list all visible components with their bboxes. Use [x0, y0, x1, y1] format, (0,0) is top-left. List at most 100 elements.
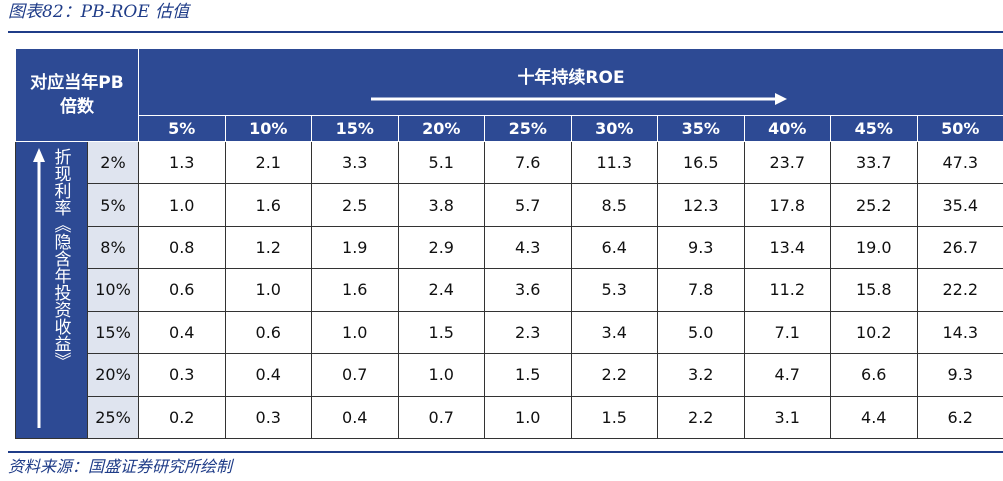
value-cell: 47.3 — [916, 140, 1003, 185]
value-cell: 12.3 — [657, 183, 745, 227]
value-cell: 0.4 — [224, 353, 312, 397]
value-cell: 4.7 — [743, 353, 831, 397]
row-header: 15% — [87, 310, 139, 355]
value-cell: 3.4 — [570, 310, 658, 355]
data-row: 20% 0.3 0.4 0.7 1.0 1.5 2.2 3.2 4.7 6.6 9.3 — [16, 353, 1003, 397]
value-cell: 2.5 — [311, 183, 399, 227]
value-cell: 33.7 — [830, 140, 918, 185]
value-cell: 2.1 — [224, 140, 312, 185]
source-note: 资料来源：国盛证券研究所绘制 — [8, 457, 233, 476]
value-cell: 1.0 — [138, 183, 226, 227]
data-row: 折现利率︽隐含年投资收益︾ 2% 1.3 2.1 3.3 5.1 7.6 11.3 16.5 23… — [15, 140, 1003, 439]
value-cell: 5.3 — [570, 268, 658, 312]
value-cell: 0.7 — [311, 353, 399, 397]
up-arrow — [32, 148, 45, 428]
value-cell: 0.4 — [138, 310, 226, 355]
value-cell: 5.1 — [397, 140, 485, 185]
row-group-wrap: 折现利率︽隐含年投资收益︾ — [16, 142, 87, 438]
row-header: 20% — [87, 353, 139, 397]
value-cell: 2.3 — [484, 310, 572, 355]
value-cell: 35.4 — [916, 183, 1003, 227]
value-cell: 1.5 — [397, 310, 485, 355]
row-header: 10% — [87, 268, 139, 312]
value-cell: 3.2 — [657, 353, 745, 397]
value-cell: 0.3 — [138, 353, 226, 397]
value-cell: 11.2 — [743, 268, 831, 312]
value-cell: 1.9 — [311, 225, 399, 270]
value-cell: 7.6 — [484, 140, 572, 185]
column-header: 5% — [138, 115, 226, 142]
value-cell: 0.7 — [397, 395, 485, 440]
column-header: 10% — [224, 115, 312, 142]
value-cell: 3.8 — [397, 183, 485, 227]
value-cell: 1.5 — [484, 353, 572, 397]
pb-roe-table: 对应当年PB倍数 十年持续ROE 5% 10% 15% 20% 25% 30% 35% 40% 45… — [15, 48, 1003, 440]
column-header: 20% — [397, 115, 485, 142]
value-cell: 19.0 — [830, 225, 918, 270]
value-cell: 0.8 — [138, 225, 226, 270]
value-cell: 17.8 — [743, 183, 831, 227]
value-cell: 26.7 — [916, 225, 1003, 270]
row-group-text: 折现利率︽隐含年投资收益︾ — [50, 148, 71, 369]
value-cell: 1.0 — [224, 268, 312, 312]
column-header: 50% — [916, 115, 1003, 142]
value-cell: 0.2 — [138, 395, 226, 440]
data-row: 15% 0.4 0.6 1.0 1.5 2.3 3.4 5.0 7.1 10.2 14.3 — [16, 310, 1003, 355]
bottom-rule — [8, 451, 1003, 453]
column-header: 15% — [311, 115, 399, 142]
value-cell: 5.7 — [484, 183, 572, 227]
value-cell: 14.3 — [916, 310, 1003, 355]
corner-text: 对应当年PB倍数 — [30, 73, 124, 117]
row-header: 5% — [87, 183, 139, 227]
value-cell: 3.3 — [311, 140, 399, 185]
row-header: 8% — [87, 225, 139, 270]
value-cell: 5.0 — [657, 310, 745, 355]
value-cell: 6.2 — [916, 395, 1003, 440]
figure-title: 图表82：PB-ROE 估值 — [8, 2, 190, 22]
column-header: 25% — [484, 115, 572, 142]
value-cell: 4.3 — [484, 225, 572, 270]
column-header: 30% — [570, 115, 658, 142]
row-group-header: 折现利率︽隐含年投资收益︾ — [15, 141, 88, 439]
value-cell: 7.8 — [657, 268, 745, 312]
value-cell: 1.2 — [224, 225, 312, 270]
value-cell: 6.6 — [830, 353, 918, 397]
value-cell: 0.4 — [311, 395, 399, 440]
value-cell: 0.6 — [138, 268, 226, 312]
column-group-text: 十年持续ROE — [517, 67, 625, 88]
value-cell: 11.3 — [570, 140, 658, 185]
column-header: 45% — [830, 115, 918, 142]
value-cell: 1.0 — [311, 310, 399, 355]
value-cell: 8.5 — [570, 183, 658, 227]
value-cell: 25.2 — [830, 183, 918, 227]
value-cell: 10.2 — [830, 310, 918, 355]
value-cell: 2.9 — [397, 225, 485, 270]
top-rule — [8, 31, 1003, 33]
value-cell: 6.4 — [570, 225, 658, 270]
column-group-header: 十年持续ROE — [137, 48, 1003, 116]
row-header: 2% — [87, 140, 139, 185]
value-cell: 7.1 — [743, 310, 831, 355]
value-cell: 1.5 — [570, 395, 658, 440]
value-cell: 9.3 — [916, 353, 1003, 397]
value-cell: 3.6 — [484, 268, 572, 312]
data-row: 8% 0.8 1.2 1.9 2.9 4.3 6.4 9.3 13.4 19.0 26.7 — [16, 225, 1003, 270]
column-header-row: 5% 10% 15% 20% 25% 30% 35% 40% 45% 50% — [16, 115, 1003, 142]
column-header: 40% — [743, 115, 831, 142]
value-cell: 1.0 — [397, 353, 485, 397]
column-header: 35% — [657, 115, 745, 142]
value-cell: 2.4 — [397, 268, 485, 312]
right-arrow — [371, 93, 787, 105]
value-cell: 22.2 — [916, 268, 1003, 312]
value-cell: 16.5 — [657, 140, 745, 185]
value-cell: 9.3 — [657, 225, 745, 270]
value-cell: 23.7 — [743, 140, 831, 185]
value-cell: 2.2 — [570, 353, 658, 397]
value-cell: 1.3 — [138, 140, 226, 185]
value-cell: 3.1 — [743, 395, 831, 440]
header-row: 对应当年PB倍数 十年持续ROE — [15, 48, 1003, 142]
value-cell: 13.4 — [743, 225, 831, 270]
value-cell: 2.2 — [657, 395, 745, 440]
value-cell: 0.6 — [224, 310, 312, 355]
